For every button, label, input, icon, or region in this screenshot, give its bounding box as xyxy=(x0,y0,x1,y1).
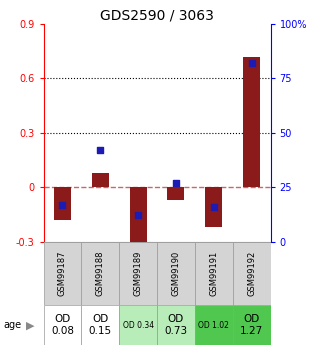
Point xyxy=(174,180,179,186)
Bar xyxy=(167,187,184,200)
Text: GSM99188: GSM99188 xyxy=(96,251,105,296)
Text: GSM99191: GSM99191 xyxy=(209,251,218,296)
Bar xyxy=(205,187,222,227)
Bar xyxy=(54,187,71,220)
Text: OD
1.27: OD 1.27 xyxy=(240,314,263,336)
Point xyxy=(98,147,103,153)
Bar xyxy=(243,57,260,187)
Bar xyxy=(119,241,157,305)
Bar xyxy=(157,305,195,345)
Point xyxy=(249,60,254,66)
Text: OD
0.73: OD 0.73 xyxy=(165,314,188,336)
Bar xyxy=(92,172,109,187)
Text: OD
0.15: OD 0.15 xyxy=(89,314,112,336)
Text: age: age xyxy=(3,320,21,330)
Bar xyxy=(119,305,157,345)
Title: GDS2590 / 3063: GDS2590 / 3063 xyxy=(100,9,214,23)
Bar xyxy=(44,241,81,305)
Text: GSM99192: GSM99192 xyxy=(247,251,256,296)
Bar xyxy=(44,305,81,345)
Bar xyxy=(81,241,119,305)
Bar xyxy=(81,305,119,345)
Point xyxy=(60,202,65,207)
Point xyxy=(136,213,141,218)
Bar xyxy=(195,305,233,345)
Bar xyxy=(157,241,195,305)
Text: GSM99189: GSM99189 xyxy=(134,251,143,296)
Text: GSM99187: GSM99187 xyxy=(58,251,67,296)
Text: OD
0.08: OD 0.08 xyxy=(51,314,74,336)
Bar xyxy=(195,241,233,305)
Text: ▶: ▶ xyxy=(26,320,35,330)
Bar xyxy=(233,305,271,345)
Point xyxy=(211,204,216,209)
Text: GSM99190: GSM99190 xyxy=(171,251,180,296)
Bar xyxy=(233,241,271,305)
Text: OD 0.34: OD 0.34 xyxy=(123,321,154,330)
Bar xyxy=(130,187,147,245)
Text: OD 1.02: OD 1.02 xyxy=(198,321,229,330)
